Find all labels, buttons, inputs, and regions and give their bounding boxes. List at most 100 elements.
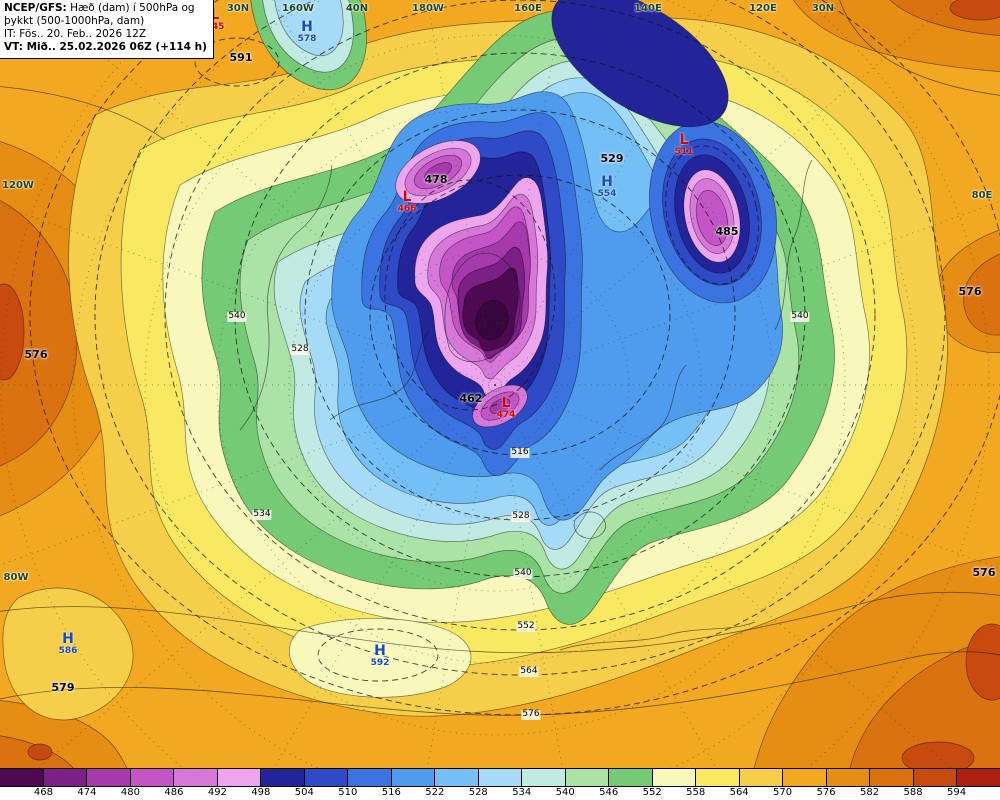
colorbar-value: 588 — [903, 787, 923, 798]
valid-time: VT: Mið.. 25.02.2026 06Z (+114 h) — [4, 41, 207, 54]
meridian-line — [494, 200, 1000, 386]
latitude-circle — [0, 0, 990, 768]
fill-region — [695, 190, 729, 246]
colorbar-value: 528 — [468, 787, 488, 798]
fill-region — [2, 587, 134, 721]
latitude-circle — [144, 34, 846, 736]
meridian-line — [0, 384, 496, 566]
fill-region-core — [475, 299, 509, 341]
thickness-contour — [317, 628, 439, 682]
colorbar-value: 498 — [251, 787, 271, 798]
colorbar-value: 522 — [425, 787, 445, 798]
fill-region — [901, 741, 975, 768]
colorbar-value: 540 — [555, 787, 575, 798]
colorbar-value: 570 — [773, 787, 793, 798]
latitude-circle — [288, 178, 702, 592]
colorbar-cell — [957, 769, 1000, 786]
colorbar-cell — [739, 769, 784, 786]
colorbar-value: 486 — [164, 787, 184, 798]
colorbar-labels: 468 474 480 486 492 498 504 510 516 522 528 534 540 5… — [0, 787, 1000, 800]
colorbar-cell — [435, 769, 479, 786]
colorbar-value: 576 — [816, 787, 836, 798]
colorbar-cell — [391, 769, 436, 786]
coastline — [444, 252, 521, 363]
latitude-circle — [72, 0, 918, 768]
coastline — [239, 164, 333, 431]
colorbar-value: 492 — [207, 787, 227, 798]
colorbar-value: 534 — [512, 787, 532, 798]
fill-region — [489, 398, 511, 414]
latitude-circle — [432, 322, 558, 448]
colorbar-cell — [0, 769, 44, 786]
fill-region — [551, 0, 729, 128]
title-line-1: NCEP/GFS: Hæð (dam) í 500hPa og — [4, 2, 207, 15]
thickness-contour — [194, 37, 280, 87]
height-contour — [0, 591, 1000, 654]
high-height-edge-regions — [0, 0, 1000, 768]
colorbar-value: 546 — [599, 787, 619, 798]
colorbar-cell — [130, 769, 175, 786]
height-contour — [839, 0, 1000, 96]
height-contour — [0, 86, 166, 141]
fill-region — [849, 636, 1000, 768]
thickness-contour — [94, 0, 946, 676]
meridian-line — [494, 384, 953, 768]
model-name: NCEP/GFS: — [4, 2, 67, 14]
meridian-line — [494, 384, 563, 768]
map-area: 30N 160W 40N 180W 160E 140E 120E 30N 120W 80W 80E 5… — [0, 0, 1000, 768]
valid-time-text: VT: Mið.. 25.02.2026 06Z (+114 h) — [4, 41, 207, 54]
colorbar-cell — [565, 769, 610, 786]
meridian-line — [427, 384, 496, 768]
colorbar-cell — [696, 769, 740, 786]
colorbar-cell — [261, 769, 305, 786]
colorbar: 468 474 480 486 492 498 504 510 516 522 528 534 540 5… — [0, 768, 1000, 800]
fill-region — [424, 162, 452, 182]
colorbar-cell — [478, 769, 523, 786]
thickness-contour — [304, 109, 736, 521]
meridian-line — [273, 384, 496, 768]
colorbar-cell — [348, 769, 392, 786]
colorbar-cell — [609, 769, 653, 786]
fill-region — [288, 618, 472, 698]
title-line-2: þykkt (500-1000hPa, dam) — [4, 15, 145, 28]
colorbar-cell — [652, 769, 697, 786]
latitude-circle — [216, 106, 774, 664]
colorbar-value: 480 — [120, 787, 140, 798]
thickness-contour — [29, 0, 1000, 716]
colorbar-value: 594 — [946, 787, 967, 798]
fill-region — [965, 623, 1000, 701]
colorbar-cell — [304, 769, 349, 786]
colorbar-value: 582 — [860, 787, 880, 798]
fill-region — [949, 0, 1000, 21]
colorbar-value: 474 — [77, 787, 97, 798]
meridian-line — [494, 0, 955, 386]
meridian-line — [37, 384, 496, 768]
fill-region — [274, 0, 344, 57]
colorbar-cell — [870, 769, 914, 786]
coastline — [599, 364, 687, 471]
colorbar-value: 564 — [729, 787, 749, 798]
colorbar-value: 558 — [686, 787, 706, 798]
colorbar-cell — [913, 769, 958, 786]
colorbar-cell — [174, 769, 218, 786]
coastline — [573, 511, 606, 539]
coastline — [774, 159, 813, 331]
thickness-contour — [164, 0, 876, 631]
colorbar-cell — [522, 769, 566, 786]
height-fill-rings — [2, 0, 948, 721]
meridian-line — [494, 384, 1000, 570]
colorbar-value: 510 — [338, 787, 358, 798]
init-time: IT: Fös.. 20. Feb.. 2026 12Z — [4, 28, 147, 41]
fill-region — [0, 283, 25, 381]
fill-region — [27, 743, 53, 761]
graticule — [0, 0, 1000, 768]
thickness-contour — [369, 174, 671, 456]
fill-region — [963, 253, 1000, 336]
meridian-line — [494, 384, 717, 768]
colorbar-cell — [783, 769, 827, 786]
latitude-circle — [360, 250, 630, 520]
meridian-line — [35, 0, 496, 386]
colorbar-cell — [826, 769, 871, 786]
thickness-contour — [665, 145, 759, 285]
